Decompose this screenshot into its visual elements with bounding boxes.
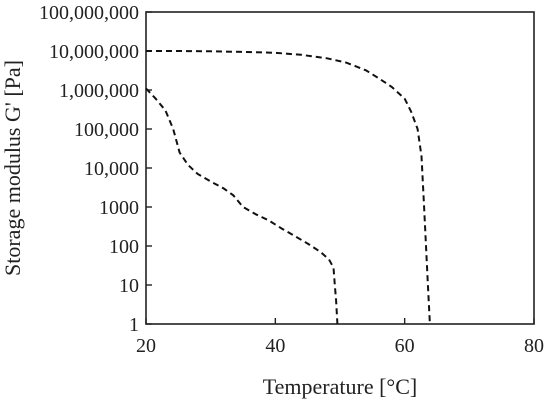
series-line-2 xyxy=(146,50,431,325)
plot-area-frame xyxy=(145,11,535,325)
x-axis-label: Temperature [°C] xyxy=(263,374,417,399)
x-tick-label: 40 xyxy=(265,335,285,357)
y-tick-label: 1,000,000 xyxy=(59,80,139,102)
y-tick-label: 1000 xyxy=(99,197,139,219)
series-layer xyxy=(145,50,431,325)
x-tick-label: 20 xyxy=(136,335,156,357)
x-tick-label: 80 xyxy=(524,335,544,357)
y-axis-label: Storage modulus G' [Pa] xyxy=(0,60,25,276)
y-tick-label: 1 xyxy=(129,314,139,336)
y-tick-label: 10 xyxy=(119,275,139,297)
y-tick-label: 10,000 xyxy=(84,158,139,180)
y-tick-label: 10,000,000 xyxy=(49,41,139,63)
y-tick-label: 100,000 xyxy=(74,119,139,141)
y-tick-label: 100 xyxy=(109,236,139,258)
x-axis-ticks: 20 40 60 80 xyxy=(136,318,544,357)
series-line-1 xyxy=(145,87,339,325)
y-axis-ticks: 1 10 100 1000 10,000 100,000 1,000,000 10,000,0… xyxy=(39,2,152,336)
x-tick-label: 60 xyxy=(395,335,415,357)
y-tick-label: 100,000,000 xyxy=(39,2,139,24)
